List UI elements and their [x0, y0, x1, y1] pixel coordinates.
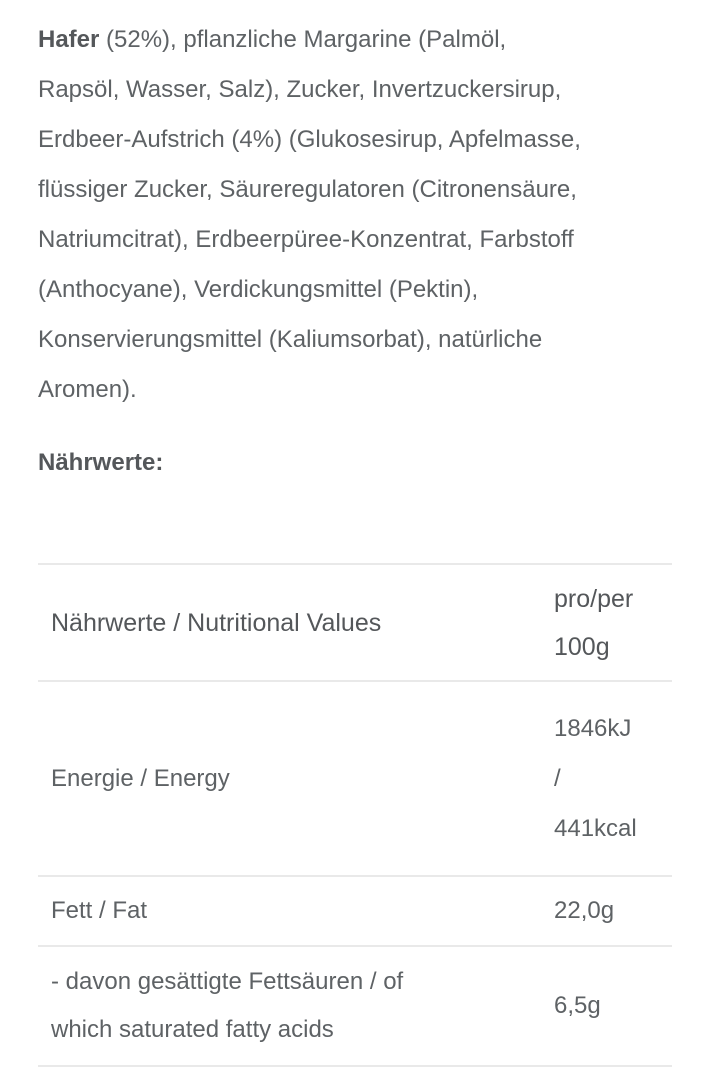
ingredients-paragraph: Hafer (52%), pflanzliche Margarine (Palm… [38, 15, 672, 415]
ingredients-line: flüssiger Zucker, Säureregulatoren (Citr… [38, 176, 577, 203]
ingredients-line: Hafer (52%), pflanzliche Margarine (Palm… [38, 15, 672, 65]
saturated-fat-value-cell: 6,5g [541, 946, 672, 1066]
saturated-fat-label-cell: - davon gesättigte Fettsäuren / of which… [38, 946, 541, 1066]
ingredients-line: (Anthocyane), Verdickungsmittel (Pektin)… [38, 276, 479, 303]
table-row-saturated-fat: - davon gesättigte Fettsäuren / of which… [38, 946, 672, 1066]
fat-value: 22,0g [554, 897, 615, 924]
energy-value-kcal: 441kcal [554, 814, 637, 842]
fat-value-cell: 22,0g [541, 876, 672, 946]
energy-label: Energie / Energy [51, 764, 230, 792]
energy-value-cell: 1846kJ / 441kcal [541, 681, 672, 876]
ingredients-line: Konservierungsmittel (Kaliumsorbat), nat… [38, 326, 543, 353]
ingredients-line: Aromen). [38, 376, 137, 403]
column-header-nutrients: Nährwerte / Nutritional Values [51, 608, 382, 637]
energy-value-kj: 1846kJ [554, 714, 632, 742]
ingredients-line: Natriumcitrat), Erdbeerpüree-Konzentrat,… [38, 226, 574, 253]
energy-label-cell: Energie / Energy [38, 681, 541, 876]
nutrition-table: Nährwerte / Nutritional Values pro/per 1… [38, 563, 672, 1067]
fat-label: Fett / Fat [51, 897, 148, 924]
nutrition-heading: Nährwerte: [38, 449, 164, 476]
saturated-fat-label: - davon gesättigte Fettsäuren / of which… [51, 968, 404, 1043]
nutrition-table-header-row: Nährwerte / Nutritional Values pro/per 1… [38, 564, 672, 681]
fat-label-cell: Fett / Fat [38, 876, 541, 946]
ingredients-line: Rapsöl, Wasser, Salz), Zucker, Invertzuc… [38, 76, 562, 103]
ingredient-lead-bold: Hafer [38, 26, 100, 53]
saturated-fat-value: 6,5g [554, 992, 601, 1019]
ingredients-line: Erdbeer-Aufstrich (4%) (Glukosesirup, Ap… [38, 126, 581, 153]
table-row-energy: Energie / Energy 1846kJ / 441kcal [38, 681, 672, 876]
energy-value-separator: / [554, 764, 561, 792]
ingredients-line-text: (52%), pflanzliche Margarine (Palmöl, [99, 26, 507, 53]
column-header-per-100g: pro/per 100g [554, 584, 634, 661]
table-row-fat: Fett / Fat 22,0g [38, 876, 672, 946]
